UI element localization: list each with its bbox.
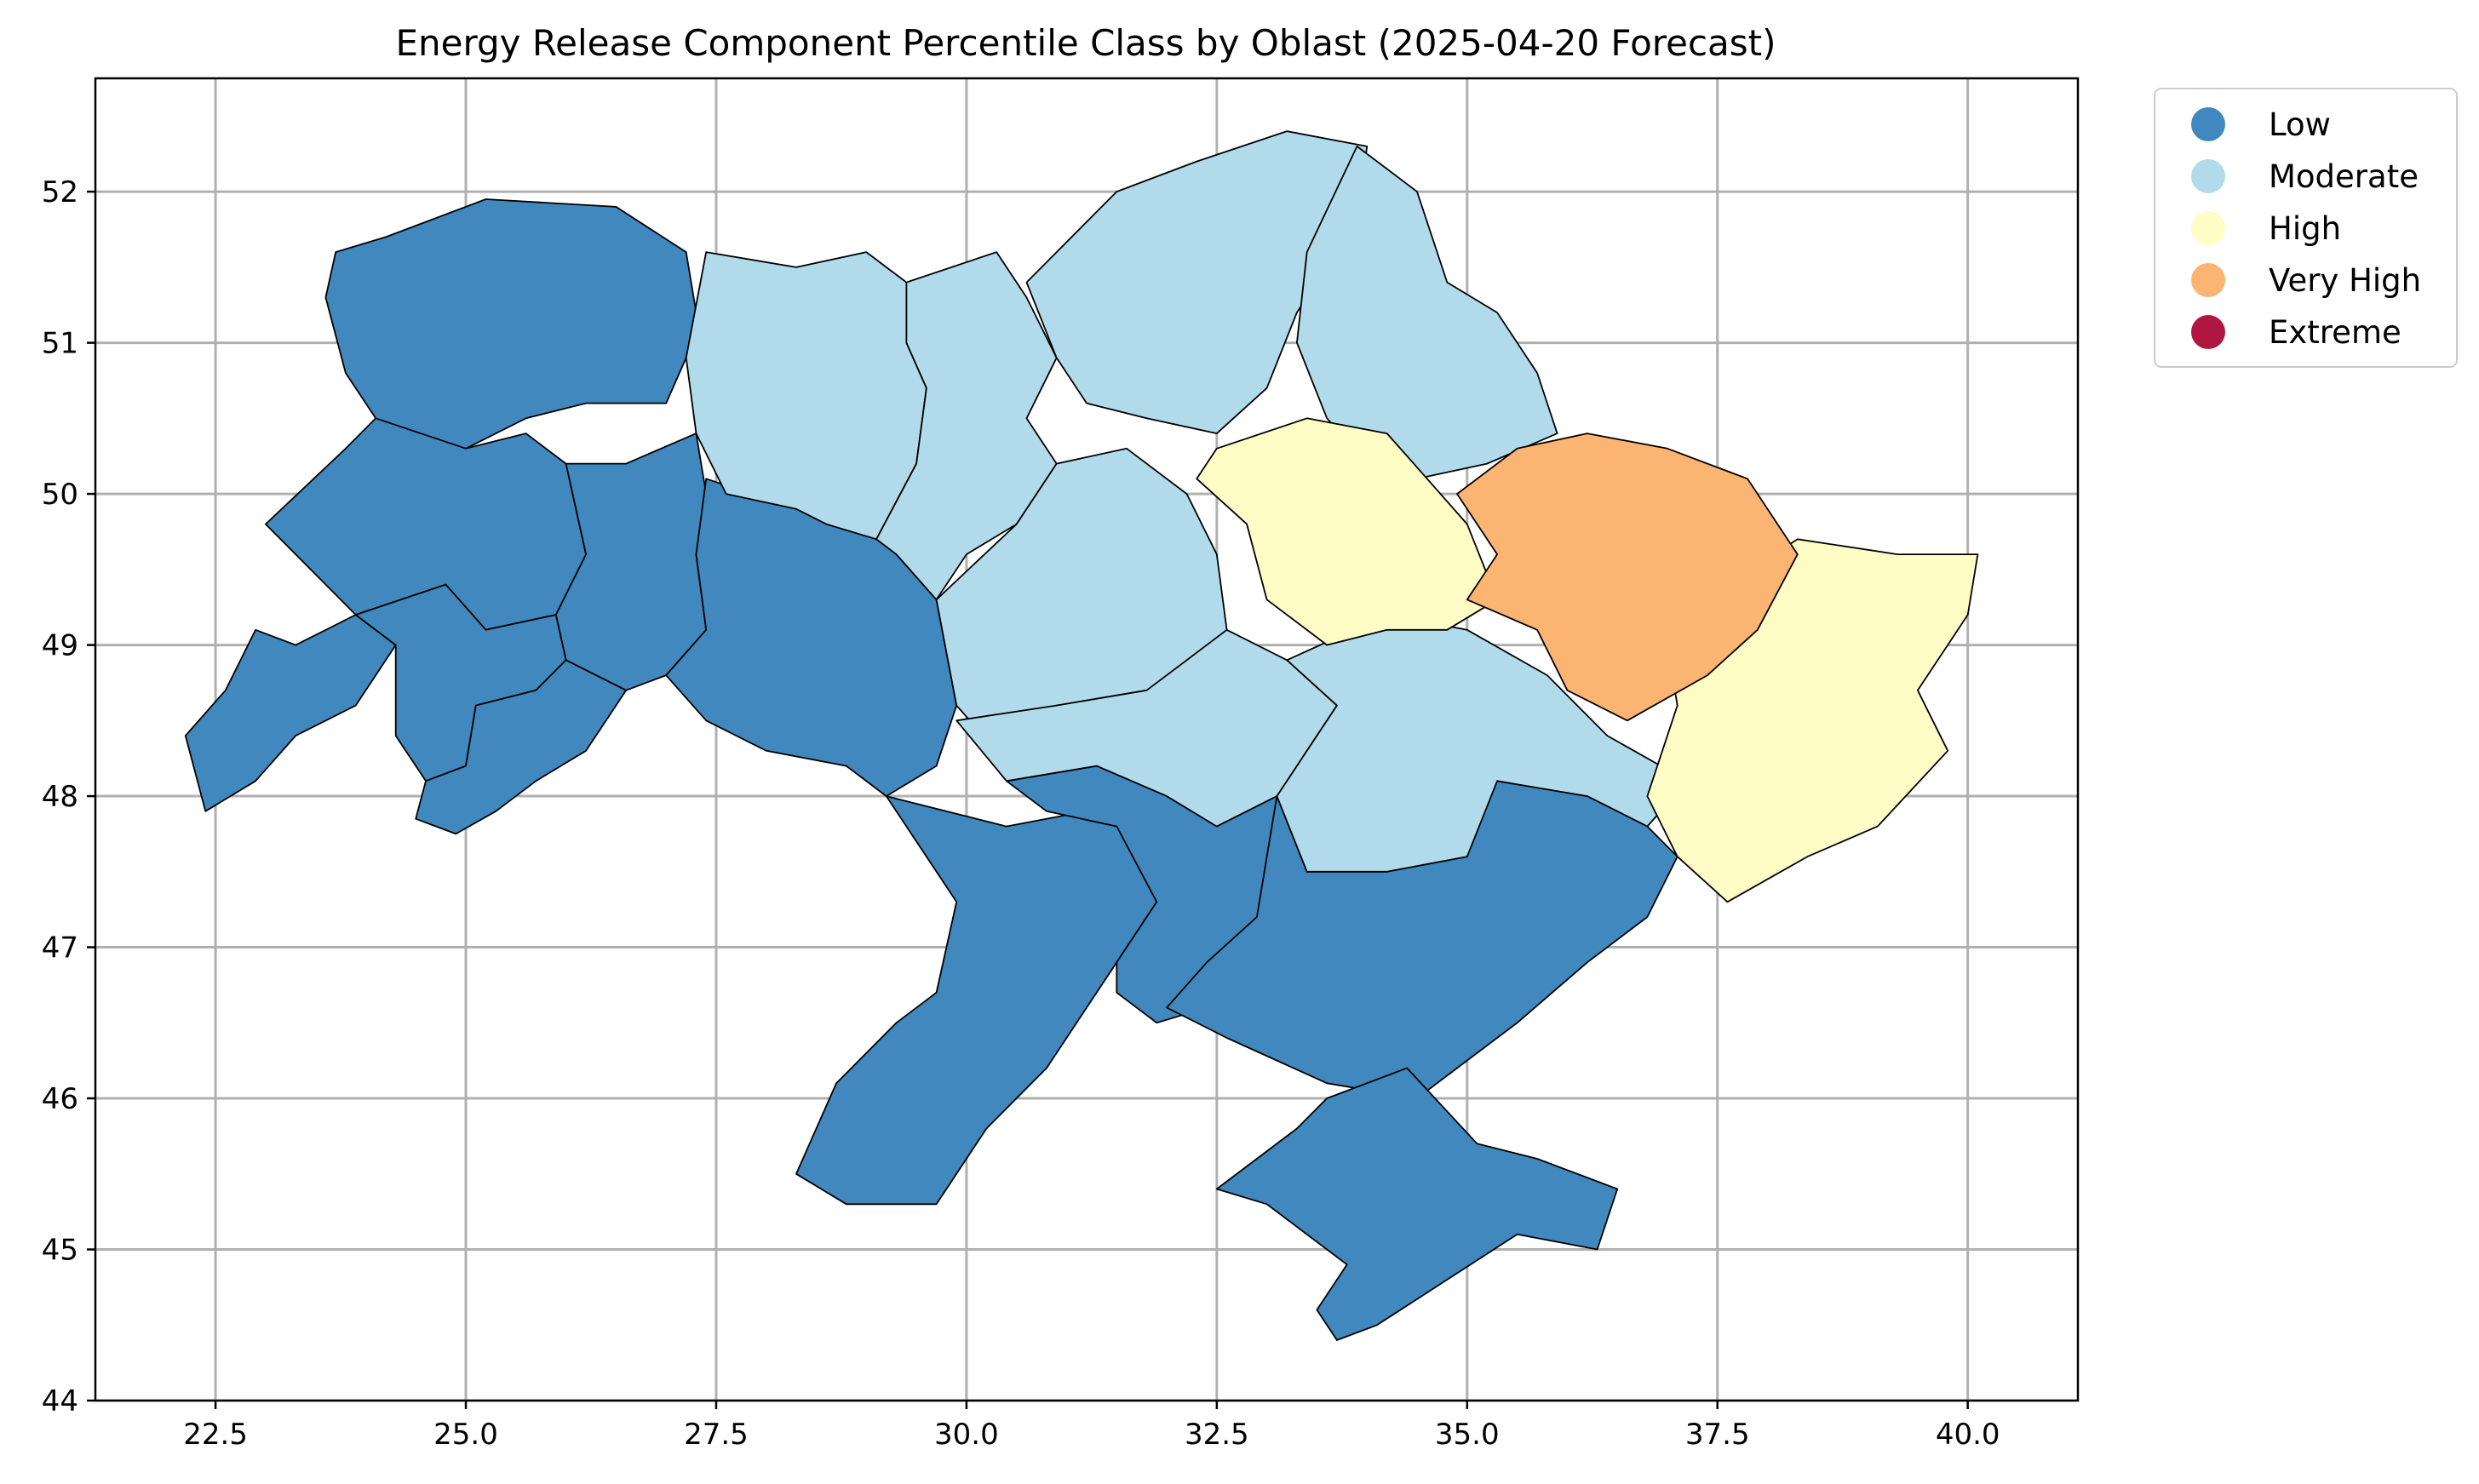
legend-marker (2191, 159, 2225, 193)
y-tick-label: 48 (42, 780, 78, 814)
x-tick-label: 30.0 (934, 1418, 999, 1452)
x-tick-label: 25.0 (433, 1418, 498, 1452)
legend-label: High (2269, 210, 2341, 247)
oblast-region (184, 614, 397, 812)
legend-label: Extreme (2269, 314, 2402, 351)
oblast-region (1296, 146, 1558, 480)
y-tick-label: 44 (42, 1384, 78, 1418)
oblast-region (1276, 614, 1689, 873)
x-tick-label: 37.5 (1685, 1418, 1750, 1452)
y-tick-label: 46 (42, 1082, 78, 1116)
y-tick-label: 50 (42, 478, 78, 512)
x-tick-label: 35.0 (1435, 1418, 1500, 1452)
legend-label: Moderate (2269, 158, 2419, 195)
oblast-region (1025, 130, 1369, 434)
legend-label: Low (2269, 106, 2331, 143)
axes-frame (94, 77, 2080, 1402)
oblast-region (324, 198, 697, 450)
y-tick-label: 51 (42, 327, 78, 361)
y-tick-label: 49 (42, 629, 78, 663)
oblast-regions (184, 130, 1979, 1341)
oblast-region (1196, 417, 1498, 646)
oblast-region (795, 795, 1158, 1206)
x-tick-label: 22.5 (183, 1418, 248, 1452)
chart-title: Energy Release Component Percentile Clas… (395, 22, 1776, 64)
x-axis-ticks: 22.5 25.0 27.5 30.0 32.5 35.0 37.5 40.0 (183, 1401, 2000, 1452)
legend-marker (2191, 107, 2225, 141)
oblast-region (415, 659, 628, 835)
y-tick-label: 47 (42, 931, 78, 965)
oblast-region (875, 251, 1058, 601)
legend-marker (2191, 263, 2225, 297)
x-tick-label: 27.5 (684, 1418, 749, 1452)
x-tick-label: 40.0 (1936, 1418, 2000, 1452)
legend-entries: Low Moderate High Very High Extreme (2191, 106, 2421, 351)
legend-marker (2191, 211, 2225, 245)
y-tick-label: 45 (42, 1234, 78, 1268)
y-axis-ticks: 44 45 46 47 48 49 50 51 52 (42, 175, 95, 1418)
y-tick-label: 52 (42, 175, 78, 209)
legend: Low Moderate High Very High Extreme (2154, 88, 2458, 368)
legend-box (2154, 88, 2458, 368)
x-tick-label: 32.5 (1185, 1418, 1249, 1452)
oblast-region (1215, 1067, 1619, 1341)
legend-label: Very High (2269, 262, 2421, 299)
oblast-region (1456, 433, 1799, 722)
legend-marker (2191, 315, 2225, 349)
